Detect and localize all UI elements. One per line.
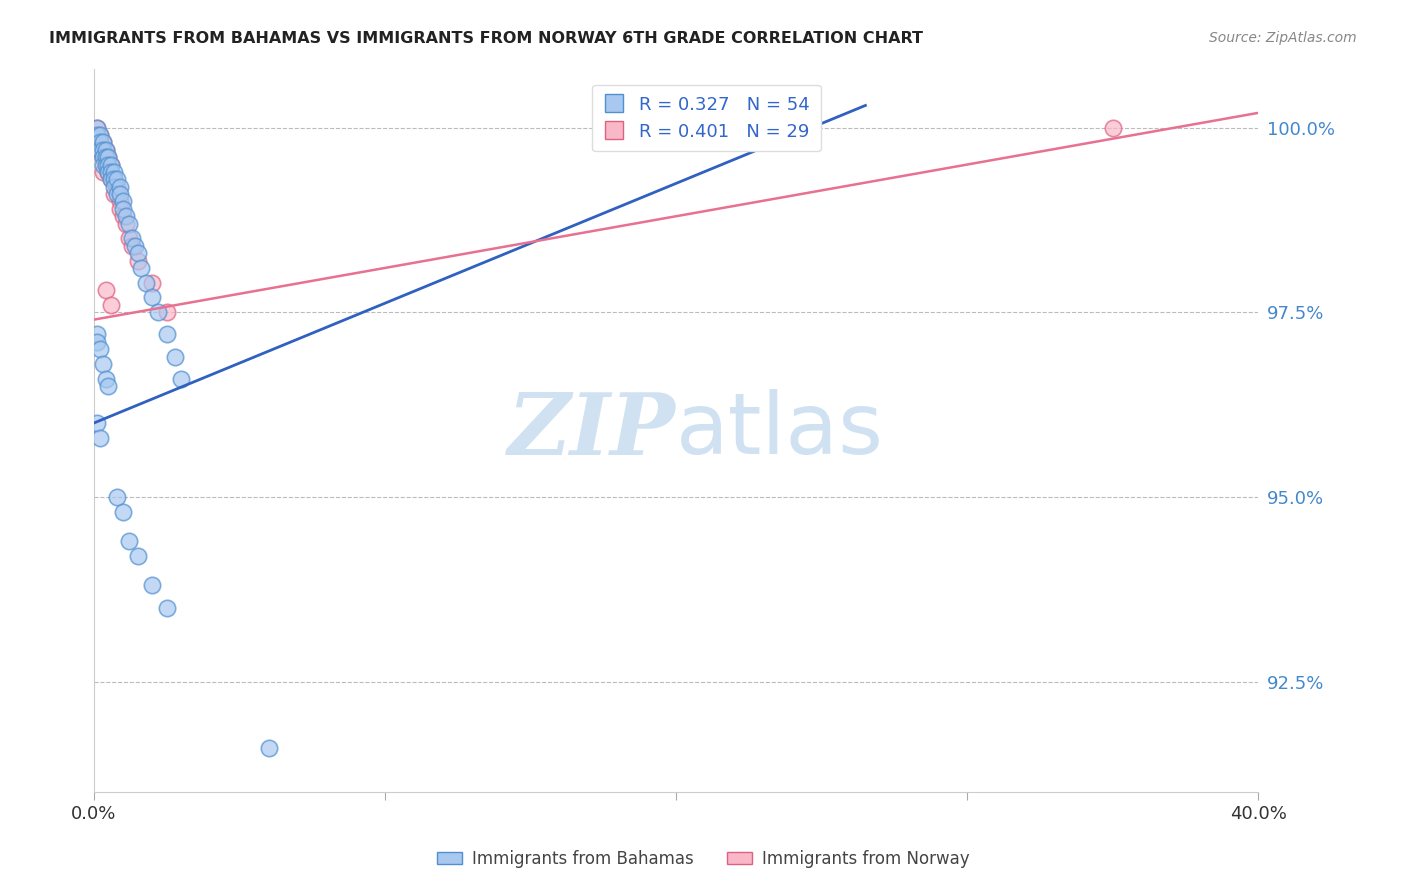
Point (112, 194, 135, 209)
Point (141, 290, 163, 304)
Point (141, 276, 163, 290)
Point (118, 231, 141, 245)
Point (91, 136, 114, 150)
Text: IMMIGRANTS FROM BAHAMAS VS IMMIGRANTS FROM NORWAY 6TH GRADE CORRELATION CHART: IMMIGRANTS FROM BAHAMAS VS IMMIGRANTS FR… (49, 31, 924, 46)
Point (105, 172, 128, 186)
Point (127, 246, 149, 260)
Point (156, 327, 179, 342)
Point (124, 239, 146, 253)
Point (118, 534, 141, 549)
Point (108, 202, 131, 216)
Point (89, 342, 111, 356)
Point (97, 150, 120, 164)
Point (94, 157, 117, 171)
Legend: Immigrants from Bahamas, Immigrants from Norway: Immigrants from Bahamas, Immigrants from… (430, 844, 976, 875)
Point (86, 334, 108, 349)
Point (105, 187, 128, 202)
Y-axis label: 6th Grade: 6th Grade (0, 389, 8, 472)
Point (100, 298, 122, 312)
Point (121, 239, 143, 253)
Point (86, 128, 108, 142)
Text: ZIP: ZIP (509, 389, 676, 472)
Point (108, 179, 131, 194)
Point (103, 179, 125, 194)
Point (91, 136, 114, 150)
Point (86, 327, 108, 342)
Point (108, 194, 131, 209)
Point (105, 490, 128, 504)
Point (94, 143, 117, 157)
Point (257, 741, 280, 756)
Point (103, 187, 125, 202)
Point (100, 172, 122, 186)
Point (91, 357, 114, 371)
Point (89, 128, 111, 142)
Point (127, 549, 149, 563)
Point (103, 172, 125, 186)
Point (141, 578, 163, 592)
Point (103, 172, 125, 186)
Point (165, 350, 187, 364)
Point (97, 150, 120, 164)
Point (112, 505, 135, 519)
Point (156, 600, 179, 615)
Point (105, 179, 128, 194)
Point (1102, 120, 1125, 135)
Point (100, 157, 122, 171)
Point (170, 372, 193, 386)
Point (91, 143, 114, 157)
Point (89, 143, 111, 157)
Point (100, 165, 122, 179)
Legend: R = 0.327   N = 54, R = 0.401   N = 29: R = 0.327 N = 54, R = 0.401 N = 29 (592, 85, 821, 152)
Point (112, 209, 135, 223)
Point (86, 416, 108, 430)
Point (135, 276, 157, 290)
Text: Source: ZipAtlas.com: Source: ZipAtlas.com (1209, 31, 1357, 45)
Point (108, 187, 131, 202)
Point (146, 305, 169, 319)
Point (127, 253, 149, 268)
Text: atlas: atlas (676, 389, 884, 472)
Point (89, 128, 111, 142)
Point (86, 136, 108, 150)
Point (94, 150, 117, 164)
Point (97, 165, 120, 179)
Point (94, 283, 117, 297)
Point (121, 231, 143, 245)
Point (91, 165, 114, 179)
Point (129, 260, 152, 275)
Point (89, 136, 111, 150)
Point (118, 217, 141, 231)
Point (94, 143, 117, 157)
Point (94, 372, 117, 386)
Point (94, 157, 117, 171)
Point (103, 165, 125, 179)
Point (91, 150, 114, 164)
Point (156, 305, 179, 319)
Point (89, 431, 111, 445)
Point (91, 157, 114, 171)
Point (86, 120, 108, 135)
Point (97, 165, 120, 179)
Point (112, 202, 135, 216)
Point (86, 120, 108, 135)
Point (97, 157, 120, 171)
Point (665, 120, 688, 135)
Point (91, 150, 114, 164)
Point (115, 217, 138, 231)
Point (115, 209, 138, 223)
Point (97, 379, 120, 393)
Point (89, 143, 111, 157)
Point (100, 157, 122, 171)
Point (100, 172, 122, 186)
